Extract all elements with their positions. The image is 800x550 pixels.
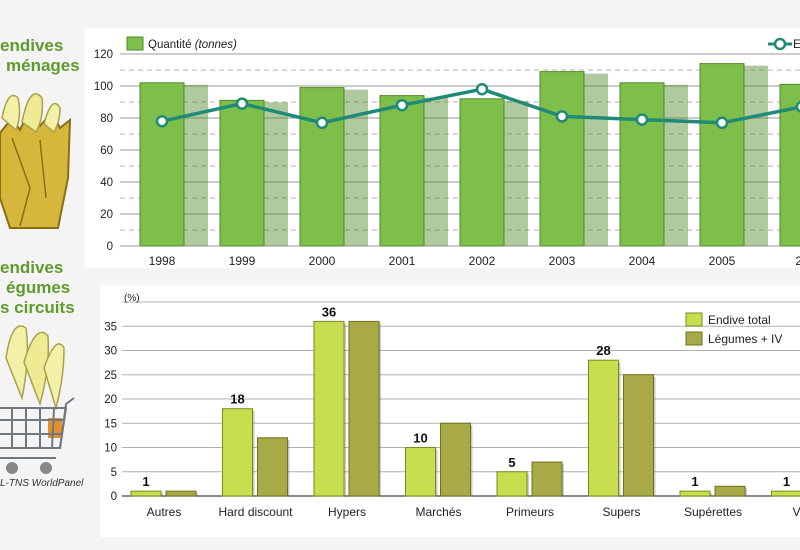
x-tick-label: 2005: [709, 254, 736, 268]
bar-endive-5: [588, 359, 619, 497]
bar-legumes-0: [165, 490, 197, 497]
bar-2002: [459, 98, 505, 247]
bar-legumes-2: [348, 320, 380, 497]
y-tick-label: 60: [100, 145, 113, 157]
data-label: 36: [322, 304, 336, 319]
y-tick-label: 100: [94, 81, 113, 93]
x-tick-label: 2001: [389, 254, 416, 268]
bar-legumes-4: [531, 461, 563, 497]
endive-basket-illustration: [0, 93, 72, 229]
section-title-circuits-line3: s circuits: [0, 298, 75, 317]
bar-endive-6: [679, 490, 711, 497]
bar-1998: [139, 82, 185, 247]
data-label: 5: [508, 455, 515, 470]
data-label: 1: [691, 474, 698, 489]
x-tick-label: 20: [795, 254, 800, 268]
legend-marker-swatch: [773, 37, 787, 51]
x-tick-label: Hypers: [328, 505, 366, 519]
line-point-20: [795, 100, 800, 113]
legend-label-legumes: Légumes + IV: [708, 332, 782, 346]
y-tick-label: 40: [100, 177, 113, 189]
bar-2003: [539, 71, 585, 247]
line-point-1998: [155, 114, 169, 128]
data-label: 1: [142, 474, 149, 489]
line-point-2000: [315, 116, 329, 130]
data-label: 1: [783, 474, 790, 489]
y-tick-label: 5: [111, 467, 117, 479]
bar-2000: [299, 87, 345, 247]
legend-swatch-quantity: [126, 36, 144, 51]
x-tick-label: Primeurs: [506, 505, 554, 519]
bar-endive-7: [771, 490, 800, 497]
bar-endive-3: [405, 447, 436, 497]
circuits-chart: 1 18 36 10 5 28 1 1 0 5 10 15 20 25 30 35 Autres Hard d…: [100, 285, 800, 537]
section-title-circuits-line2: égumes: [6, 278, 71, 297]
x-tick-label: Autres: [147, 505, 182, 519]
section-title-households-line1: endives: [0, 36, 64, 55]
bar-legumes-1: [257, 437, 288, 497]
line-point-2002: [475, 82, 489, 96]
bar-endive-0: [130, 490, 162, 497]
data-label: 10: [413, 431, 427, 446]
y-tick-label: 0: [107, 241, 113, 253]
x-tick-label: Supérettes: [684, 505, 742, 519]
x-tick-label: 2000: [309, 254, 336, 268]
y-tick-label: 80: [100, 113, 113, 125]
bar-endive-4: [496, 471, 528, 497]
x-tick-label: 1999: [229, 254, 256, 268]
section-title-circuits: endives égumes s circuits: [0, 258, 75, 318]
x-tick-label: 2004: [629, 254, 656, 268]
line-point-2005: [715, 116, 729, 130]
y-tick-label: 30: [104, 346, 117, 358]
bar-20: [779, 83, 800, 247]
data-label: 28: [596, 343, 610, 358]
x-tick-label: 2003: [549, 254, 576, 268]
source-credit: L-TNS WorldPanel: [0, 478, 84, 489]
x-tick-label: 2002: [469, 254, 496, 268]
x-tick-label: Vent: [792, 505, 800, 519]
y-tick-label: 15: [104, 418, 117, 430]
y-tick-label: 35: [104, 321, 117, 333]
bar-endive-2: [313, 320, 345, 497]
x-tick-label: Marchés: [415, 505, 461, 519]
legend-label-endive-total: Endive total: [708, 313, 771, 327]
y-axis-unit-label: (%): [124, 293, 140, 304]
y-tick-label: 120: [94, 49, 113, 61]
legend-label-quantity: Quantité (tonnes): [148, 39, 237, 51]
x-tick-label: Hard discount: [218, 505, 293, 519]
line-point-2003: [555, 110, 569, 123]
y-tick-label: 25: [104, 370, 117, 382]
x-tick-label: Supers: [602, 505, 640, 519]
section-title-households-line2: ménages: [6, 56, 80, 75]
data-label: 18: [230, 392, 244, 407]
bar-2005: [699, 63, 745, 247]
quantity-chart: 0 20 40 60 80 100 120 1998 1999 2000 2001 2002 2003…: [85, 28, 800, 268]
shopping-cart-illustration: [0, 325, 75, 474]
x-tick-label: 1998: [149, 254, 176, 268]
line-point-1999: [235, 97, 249, 110]
line-point-2001: [395, 98, 409, 112]
bar-1999: [219, 99, 265, 247]
line-point-2004: [635, 113, 649, 126]
y-tick-label: 10: [104, 443, 117, 455]
y-tick-label: 0: [111, 491, 117, 503]
legend-label-line: E: [793, 37, 800, 51]
bar-legumes-3: [440, 422, 471, 497]
legend-swatch-legumes: [685, 331, 703, 346]
y-tick-label: 20: [100, 209, 113, 221]
section-title-circuits-line1: endives: [0, 258, 64, 277]
legend-swatch-endive-total: [685, 312, 703, 327]
bar-2001: [379, 95, 425, 247]
bar-legumes-6: [714, 485, 746, 497]
bar-legumes-5: [623, 374, 654, 497]
bar-endive-1: [222, 408, 253, 497]
bar-2004: [619, 82, 665, 247]
y-tick-label: 20: [104, 394, 117, 406]
section-title-households: endives ménages: [0, 36, 80, 76]
